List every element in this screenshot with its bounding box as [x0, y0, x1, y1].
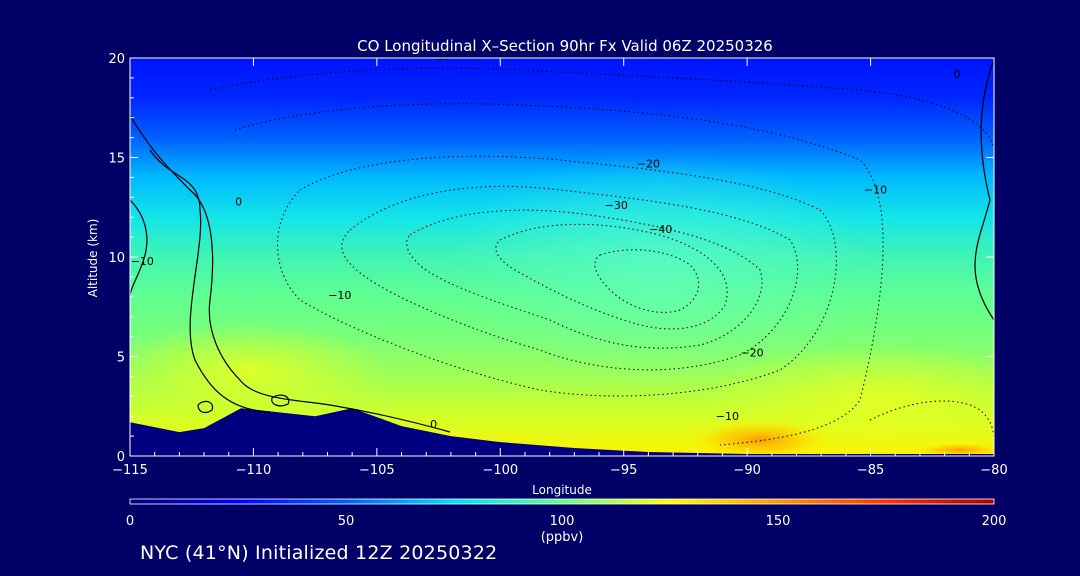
contour-label: −40 — [649, 223, 672, 236]
chart-title: CO Longitudinal X–Section 90hr Fx Valid … — [357, 37, 773, 55]
terrain — [130, 408, 994, 456]
y-axis: 0 5 10 15 20 — [108, 52, 994, 465]
colorbar-tick-label: 50 — [338, 514, 355, 529]
contour-label: −20 — [637, 157, 660, 170]
contour-label: −10 — [131, 255, 154, 268]
contour-label: −10 — [864, 183, 887, 196]
colorbar-tick-label: 100 — [550, 514, 575, 529]
x-tick-label: −115 — [112, 463, 148, 478]
surface-maximum-east — [910, 442, 994, 456]
y-tick-label: 15 — [108, 152, 125, 167]
y-tick-label: 0 — [117, 450, 125, 465]
contour-label: 0 — [953, 68, 960, 81]
footer-caption: NYC (41°N) Initialized 12Z 20250322 — [140, 542, 498, 564]
contour-label: −20 — [740, 347, 763, 360]
y-tick-label: 20 — [108, 52, 125, 67]
surface-maximum — [680, 418, 840, 456]
contour-label: 0 — [235, 195, 242, 208]
x-axis: −115 −110 −105 −100 −95 −90 −85 −80 — [112, 58, 1008, 478]
contour-label: −10 — [427, 50, 450, 63]
y-tick-label: 5 — [117, 351, 125, 366]
colorbar-tick-label: 150 — [766, 514, 791, 529]
contour-labels: −10 0 −20 −10 −30 −40 0 −10 −10 −20 −10 0 — [131, 50, 961, 431]
x-tick-label: −110 — [236, 463, 272, 478]
x-axis-label: Longitude — [532, 483, 592, 497]
dotted-contours — [209, 67, 994, 446]
contour-label: −30 — [605, 199, 628, 212]
x-tick-label: −80 — [980, 463, 1007, 478]
colorbar-tick-label: 200 — [982, 514, 1007, 529]
colorbar-units: (ppbv) — [541, 530, 584, 545]
colorbar — [129, 498, 995, 505]
x-tick-label: −100 — [482, 463, 518, 478]
plot-area: −10 0 −20 −10 −30 −40 0 −10 −10 −20 −10 0 — [130, 50, 994, 456]
x-tick-label: −105 — [359, 463, 395, 478]
x-tick-label: −95 — [610, 463, 637, 478]
y-tick-label: 10 — [108, 251, 125, 266]
contour-label: −10 — [328, 289, 351, 302]
y-axis-label: Altitude (km) — [86, 219, 100, 298]
x-tick-label: −90 — [733, 463, 760, 478]
contour-label: −10 — [716, 410, 739, 423]
contour-label: 0 — [430, 418, 437, 431]
colorbar-ticks: 0 50 100 150 200 — [126, 514, 1007, 529]
colorbar-tick-label: 0 — [126, 514, 134, 529]
solid-contours — [130, 59, 994, 433]
west-enhancement — [130, 322, 390, 422]
x-tick-label: −85 — [857, 463, 884, 478]
low-co-anomaly — [440, 153, 880, 383]
